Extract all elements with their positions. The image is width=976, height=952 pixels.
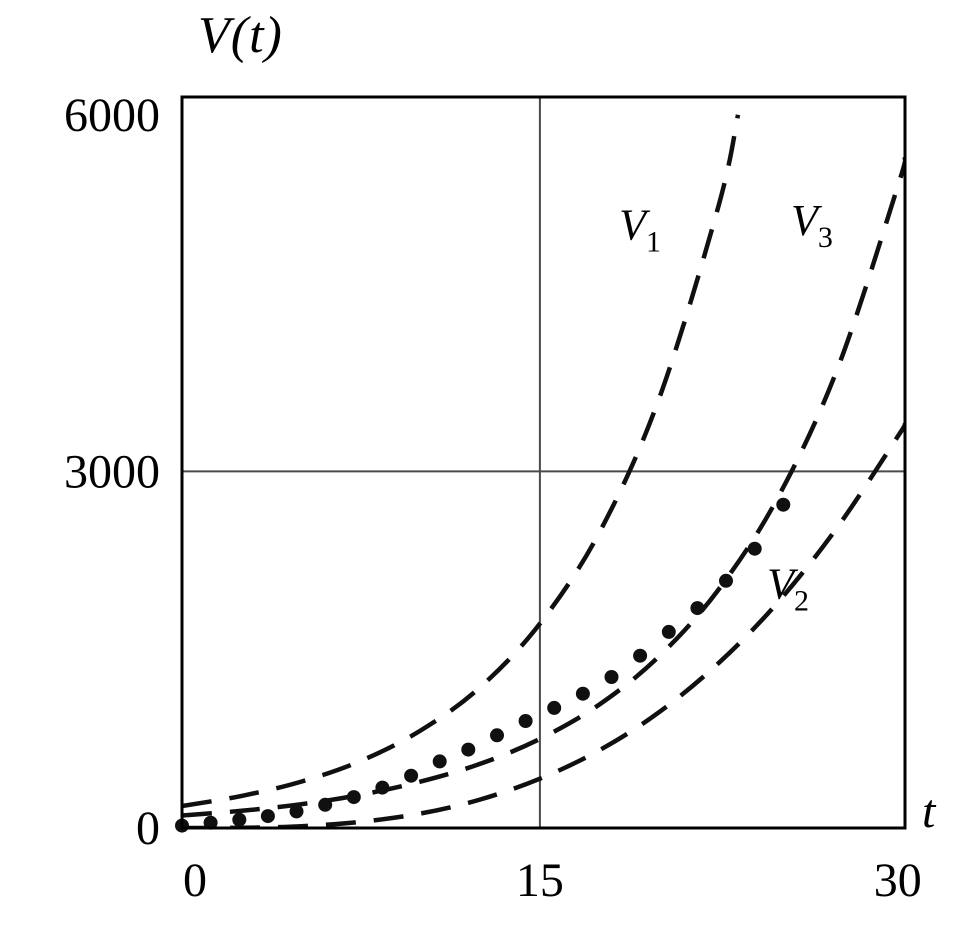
data-point xyxy=(575,686,590,701)
data-point xyxy=(461,742,476,757)
data-point xyxy=(719,573,733,588)
data-point xyxy=(318,797,333,812)
x-tick-label: 15 xyxy=(516,854,564,907)
series-v1-curve xyxy=(182,114,741,809)
data-point xyxy=(404,768,419,783)
data-point xyxy=(232,812,247,827)
data-point xyxy=(547,700,562,715)
series-v3-curve xyxy=(182,157,905,818)
x-tick-label: 0 xyxy=(183,854,207,907)
data-point xyxy=(490,728,504,743)
data-point xyxy=(661,624,676,639)
data-point xyxy=(375,780,390,795)
chart-title: V(t) xyxy=(198,7,283,64)
data-point xyxy=(203,815,218,830)
y-tick-label: 6000 xyxy=(64,89,160,142)
x-axis-label: t xyxy=(922,785,936,838)
curve-label-v1: V1 xyxy=(619,201,661,259)
data-point xyxy=(604,670,619,684)
data-point xyxy=(289,804,304,819)
data-point xyxy=(518,714,533,728)
data-points-group xyxy=(175,497,791,833)
data-point xyxy=(690,601,705,616)
data-point xyxy=(633,648,648,663)
data-point xyxy=(747,541,762,556)
x-tick-label: 30 xyxy=(874,854,922,907)
series-v2-curve xyxy=(182,422,905,828)
y-tick-label: 0 xyxy=(136,802,160,855)
data-point xyxy=(346,790,361,805)
curve-label-v2: V2 xyxy=(767,560,809,618)
plot-border xyxy=(180,95,907,830)
curve-label-v3: V3 xyxy=(791,196,833,254)
data-point xyxy=(776,497,791,512)
data-point xyxy=(260,809,275,824)
data-point xyxy=(432,754,447,769)
y-tick-label: 3000 xyxy=(64,445,160,498)
